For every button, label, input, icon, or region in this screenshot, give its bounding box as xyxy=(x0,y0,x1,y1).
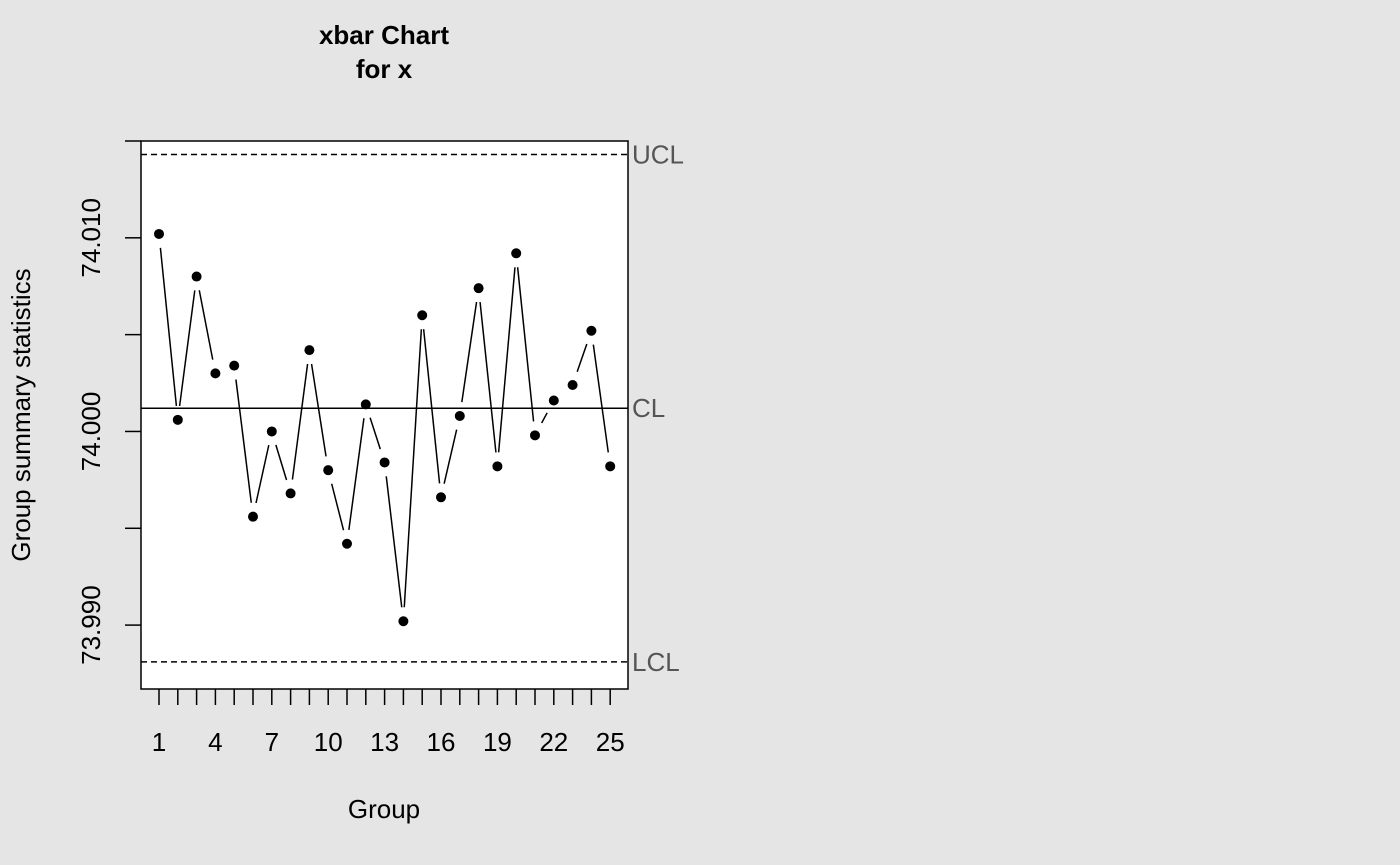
data-point-11 xyxy=(342,538,352,549)
data-point-8 xyxy=(285,488,296,499)
series-segment xyxy=(291,363,309,480)
series-segment xyxy=(385,476,403,608)
series-segment xyxy=(348,418,365,530)
series-segment xyxy=(592,344,610,453)
data-point-13 xyxy=(379,457,390,468)
data-point-7 xyxy=(266,426,277,437)
series-segment xyxy=(178,290,196,407)
data-point-20 xyxy=(511,248,522,259)
series-segment xyxy=(330,483,345,531)
data-point-15 xyxy=(417,310,428,321)
data-point-12 xyxy=(360,399,371,410)
x-tick-label: 10 xyxy=(314,727,343,757)
series-segment xyxy=(461,301,478,403)
x-tick-label: 1 xyxy=(152,727,166,757)
data-point-4 xyxy=(210,368,221,379)
series-segment xyxy=(443,429,458,484)
x-tick-label: 13 xyxy=(370,727,399,757)
ucl-label: UCL xyxy=(632,140,684,170)
lcl-label: LCL xyxy=(632,647,680,677)
series-segment xyxy=(403,329,423,608)
series-segment xyxy=(255,444,270,504)
series-segment xyxy=(497,267,516,453)
cl-label: CL xyxy=(632,393,665,423)
data-point-14 xyxy=(398,616,409,627)
data-point-18 xyxy=(473,283,484,294)
chart-title: xbar Chart xyxy=(319,20,449,50)
data-point-16 xyxy=(436,492,446,503)
x-tick-label: 16 xyxy=(427,727,456,757)
series-segment xyxy=(516,267,535,422)
series-segment xyxy=(422,329,441,484)
data-point-10 xyxy=(323,465,334,476)
series-segment xyxy=(235,379,253,503)
data-point-9 xyxy=(304,345,315,356)
data-point-24 xyxy=(586,325,597,336)
data-point-5 xyxy=(229,360,240,371)
series-segment xyxy=(479,302,497,453)
data-point-21 xyxy=(530,430,540,441)
series-segment xyxy=(159,247,178,406)
y-tick-label: 74.010 xyxy=(76,198,106,278)
data-point-19 xyxy=(492,461,503,472)
chart-subtitle: for x xyxy=(356,54,413,84)
series-segment xyxy=(310,363,327,457)
data-point-25 xyxy=(605,461,616,472)
y-tick-label: 74.000 xyxy=(76,392,106,472)
x-tick-label: 19 xyxy=(483,727,512,757)
data-point-6 xyxy=(248,511,258,522)
x-tick-label: 7 xyxy=(265,727,279,757)
series-segment xyxy=(275,444,288,481)
x-tick-label: 4 xyxy=(208,727,222,757)
data-point-23 xyxy=(567,379,578,390)
data-point-3 xyxy=(191,271,202,282)
data-point-2 xyxy=(172,414,183,425)
x-tick-label: 22 xyxy=(539,727,568,757)
data-point-1 xyxy=(154,228,164,239)
x-axis-label: Group xyxy=(348,794,420,824)
series-segment xyxy=(198,290,214,360)
series-segment xyxy=(369,417,382,450)
data-point-22 xyxy=(548,395,559,406)
series-segment xyxy=(576,343,588,373)
y-tick-label: 73.990 xyxy=(76,585,106,665)
data-point-17 xyxy=(454,410,465,421)
series-segment xyxy=(540,412,548,424)
y-axis-label: Group summary statistics xyxy=(6,268,36,561)
plot-area xyxy=(140,140,629,690)
x-tick-label: 25 xyxy=(596,727,625,757)
